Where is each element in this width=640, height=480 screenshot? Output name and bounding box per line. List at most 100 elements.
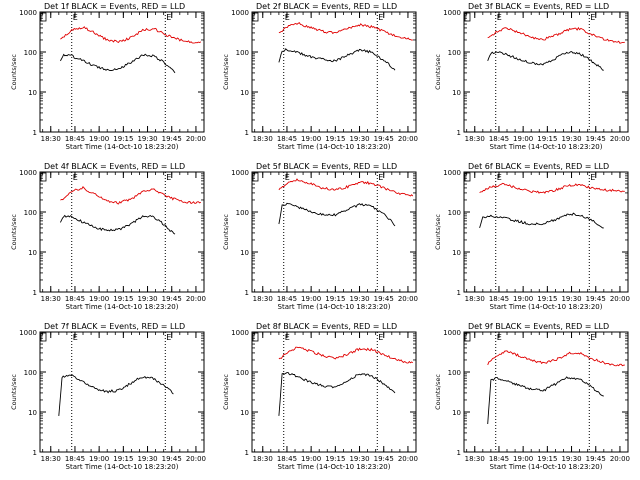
corner-marker — [40, 172, 47, 182]
y-tick-label: 1 — [33, 449, 37, 457]
series-line-lld — [479, 182, 625, 194]
y-axis-label: Counts/sec — [222, 214, 230, 250]
plot-frame — [39, 11, 205, 133]
y-tick-label: 1000 — [19, 329, 37, 337]
y-tick-label: 1 — [33, 129, 37, 137]
y-tick-label: 10 — [28, 409, 37, 417]
x-axis-label: Start Time (14-Oct-10 18:23:20) — [278, 143, 391, 151]
event-marker-label: E — [73, 333, 78, 342]
series-line-events — [278, 202, 396, 227]
event-marker-label: E — [378, 173, 383, 182]
x-tick-label: 19:45 — [586, 295, 606, 303]
x-tick-label: 19:15 — [113, 295, 133, 303]
x-axis-label: Start Time (14-Oct-10 18:23:20) — [66, 463, 179, 471]
series-line-events — [487, 51, 604, 71]
x-tick-label: 19:30 — [561, 135, 581, 143]
x-tick-label: 19:15 — [113, 135, 133, 143]
corner-marker — [252, 172, 259, 182]
series-line-events — [60, 53, 176, 74]
x-tick-label: 19:00 — [301, 455, 321, 463]
x-tick-label: 19:15 — [537, 295, 557, 303]
x-tick-label: 18:30 — [465, 455, 485, 463]
y-tick-label: 1000 — [19, 9, 37, 17]
x-axis-label: Start Time (14-Oct-10 18:23:20) — [278, 463, 391, 471]
event-marker-label: E — [285, 13, 290, 22]
y-tick-label: 100 — [236, 209, 249, 217]
x-tick-label: 18:45 — [277, 455, 297, 463]
x-tick-label: 18:30 — [41, 295, 61, 303]
plot-frame — [463, 11, 629, 133]
x-tick-label: 20:00 — [610, 455, 630, 463]
y-tick-label: 1000 — [231, 329, 249, 337]
x-tick-label: 18:45 — [65, 455, 85, 463]
event-marker-label: E — [497, 13, 502, 22]
panel-det-5: Det 5f BLACK = Events, RED = LLD 1 10 100 10… — [222, 162, 418, 311]
plot-frame — [39, 171, 205, 293]
x-tick-label: 19:30 — [561, 455, 581, 463]
x-tick-label: 18:30 — [253, 295, 273, 303]
series-line-lld — [60, 26, 202, 44]
x-tick-label: 19:30 — [561, 295, 581, 303]
y-tick-label: 10 — [240, 249, 249, 257]
x-tick-label: 19:30 — [349, 455, 369, 463]
y-tick-label: 1000 — [443, 9, 461, 17]
event-marker-label: E — [497, 173, 502, 182]
y-tick-label: 100 — [24, 369, 37, 377]
x-tick-label: 19:00 — [513, 295, 533, 303]
x-axis-label: Start Time (14-Oct-10 18:23:20) — [66, 303, 179, 311]
panel-det-7: Det 7f BLACK = Events, RED = LLD 1 10 100 10… — [10, 322, 206, 471]
y-axis-label: Counts/sec — [222, 54, 230, 90]
x-tick-label: 18:30 — [253, 455, 273, 463]
y-tick-label: 1 — [457, 289, 461, 297]
event-marker-label: E — [285, 333, 290, 342]
event-marker-label: E — [73, 13, 78, 22]
x-tick-label: 19:45 — [162, 135, 182, 143]
y-axis-label: Counts/sec — [10, 374, 18, 410]
series-line-events — [278, 372, 396, 416]
y-tick-label: 100 — [448, 49, 461, 57]
series-line-events — [58, 374, 174, 416]
y-tick-label: 1 — [457, 129, 461, 137]
y-tick-label: 1000 — [443, 169, 461, 177]
y-tick-label: 10 — [452, 409, 461, 417]
series-line-lld — [487, 26, 625, 44]
corner-marker — [464, 172, 471, 182]
x-tick-label: 20:00 — [610, 135, 630, 143]
event-marker-label: E — [497, 333, 502, 342]
x-tick-label: 19:30 — [349, 135, 369, 143]
x-tick-label: 18:30 — [41, 135, 61, 143]
panel-title: Det 6f BLACK = Events, RED = LLD — [468, 162, 609, 171]
event-marker-label: E — [73, 173, 78, 182]
corner-marker — [252, 12, 259, 22]
x-tick-label: 20:00 — [398, 455, 418, 463]
y-tick-label: 10 — [452, 249, 461, 257]
corner-marker — [464, 12, 471, 22]
event-marker-label: E — [166, 333, 171, 342]
y-axis-label: Counts/sec — [434, 214, 442, 250]
y-tick-label: 10 — [452, 89, 461, 97]
y-axis-label: Counts/sec — [10, 214, 18, 250]
x-tick-label: 18:30 — [41, 455, 61, 463]
x-tick-label: 20:00 — [186, 455, 206, 463]
corner-marker — [40, 12, 47, 22]
x-tick-label: 19:45 — [162, 295, 182, 303]
corner-marker — [40, 332, 47, 342]
x-tick-label: 19:00 — [301, 295, 321, 303]
series-line-lld — [278, 22, 413, 41]
plot-frame — [463, 331, 629, 453]
x-tick-label: 19:45 — [374, 455, 394, 463]
panel-title: Det 8f BLACK = Events, RED = LLD — [256, 322, 397, 331]
y-axis-label: Counts/sec — [222, 374, 230, 410]
x-tick-label: 20:00 — [398, 295, 418, 303]
x-tick-label: 18:45 — [65, 135, 85, 143]
corner-marker — [464, 332, 471, 342]
y-tick-label: 100 — [24, 209, 37, 217]
panel-det-2: Det 2f BLACK = Events, RED = LLD 1 10 100 10… — [222, 2, 418, 151]
y-tick-label: 10 — [28, 89, 37, 97]
x-tick-label: 19:15 — [325, 135, 345, 143]
x-tick-label: 19:45 — [586, 455, 606, 463]
y-tick-label: 10 — [240, 89, 249, 97]
series-line-lld — [278, 178, 414, 197]
y-tick-label: 100 — [24, 49, 37, 57]
